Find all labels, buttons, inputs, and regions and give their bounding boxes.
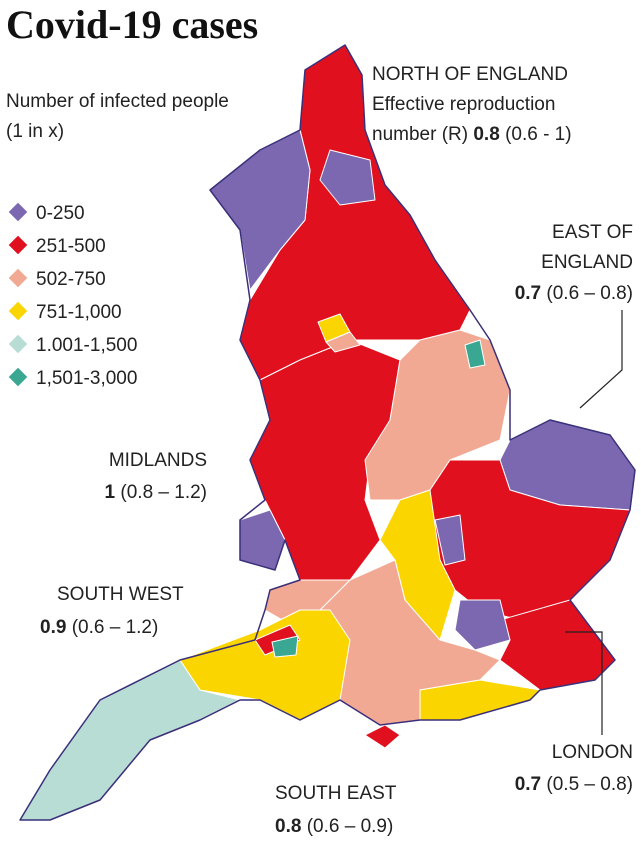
map — [19, 44, 636, 821]
r-line: 0.7 (0.5 – 0.8) — [515, 774, 633, 795]
r-line: number (R) 0.8 (0.6 - 1) — [372, 124, 572, 145]
callout-line — [565, 631, 603, 735]
region-name: Effective reproduction — [372, 94, 555, 115]
legend-label: 1.001-1,500 — [36, 335, 137, 356]
region-name: NORTH OF ENGLAND — [372, 64, 568, 85]
r-value: 0.8 — [275, 816, 301, 837]
region — [434, 514, 466, 566]
r-range: (0.5 – 0.8) — [546, 774, 633, 795]
region — [254, 624, 301, 656]
region — [271, 635, 299, 658]
region — [464, 339, 486, 369]
region — [179, 609, 351, 721]
legend-swatch — [7, 333, 29, 355]
r-range: (0.6 - 1) — [505, 124, 572, 145]
r-line: 0.7 (0.6 – 0.8) — [515, 283, 633, 304]
legend-label: 1,501-3,000 — [36, 368, 137, 389]
legend-label: 502-750 — [36, 269, 106, 290]
r-line: 0.8 (0.6 – 0.9) — [275, 816, 393, 837]
r-value: 1 — [105, 482, 116, 503]
r-value: 0.7 — [515, 774, 541, 795]
r-range: (0.6 – 1.2) — [72, 617, 159, 638]
region-name: ENGLAND — [541, 252, 633, 273]
callout-line — [579, 310, 623, 409]
region-name: SOUTH EAST — [275, 783, 397, 804]
r-range: (0.6 – 0.9) — [307, 816, 394, 837]
legend-swatch — [7, 300, 29, 322]
r-value: 0.7 — [515, 283, 541, 304]
region-name: MIDLANDS — [109, 450, 207, 471]
region — [454, 599, 511, 651]
region-name: SOUTH WEST — [57, 584, 184, 605]
legend-label: 751-1,000 — [36, 302, 122, 323]
r-line: 0.9 (0.6 – 1.2) — [40, 617, 158, 638]
region-name: LONDON — [552, 742, 633, 763]
r-range: (0.8 – 1.2) — [120, 482, 207, 503]
region — [325, 331, 361, 353]
region — [364, 724, 401, 749]
subtitle: (1 in x) — [6, 121, 64, 142]
subtitle: Number of infected people — [6, 91, 229, 112]
r-range: (0.6 – 0.8) — [546, 283, 633, 304]
r-value: 0.9 — [40, 617, 66, 638]
legend-label: 251-500 — [36, 236, 106, 257]
legend-swatch — [7, 234, 29, 256]
legend: 0-250 251-500 502-750 751-1,000 1.001-1,500 1… — [7, 201, 137, 389]
title: Covid-19 cases — [6, 2, 258, 47]
coastline — [19, 44, 636, 821]
label: number (R) — [372, 124, 468, 145]
legend-swatch — [7, 201, 29, 223]
region-name: EAST OF — [552, 222, 633, 243]
legend-swatch — [7, 366, 29, 388]
r-line: 1 (0.8 – 1.2) — [105, 482, 207, 503]
r-value: 0.8 — [473, 124, 499, 145]
region — [319, 149, 376, 206]
legend-swatch — [7, 267, 29, 289]
legend-label: 0-250 — [36, 203, 85, 224]
